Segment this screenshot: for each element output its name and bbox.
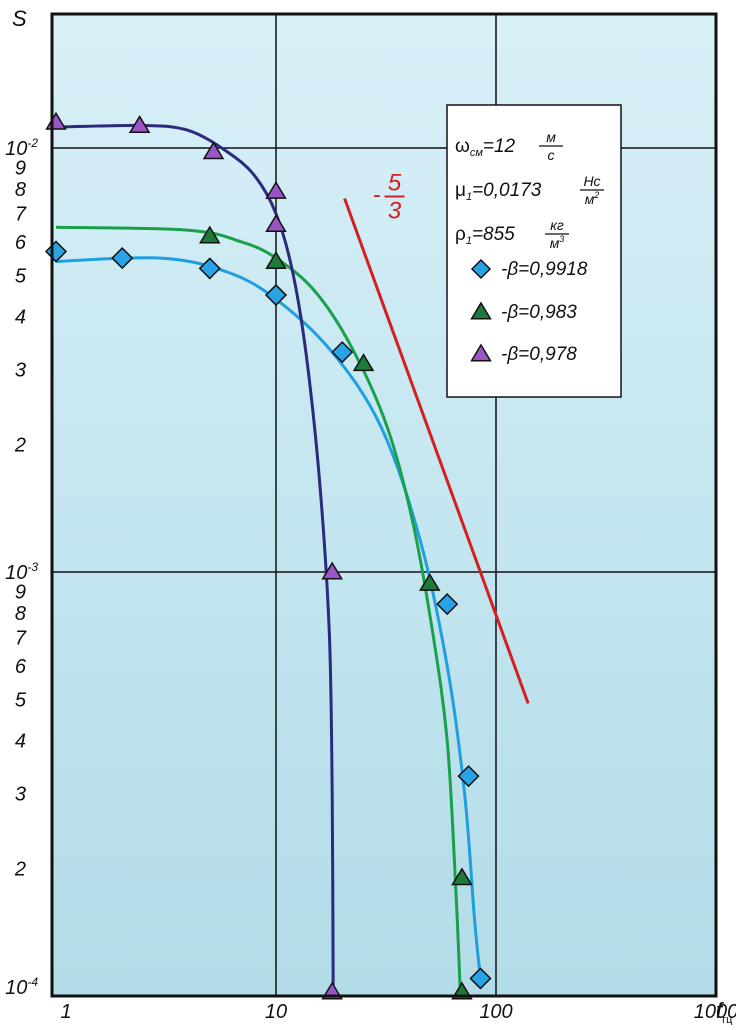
y-tick-label: 8 <box>15 179 26 201</box>
y-tick-label: 10-3 <box>5 560 38 584</box>
y-tick-label: 6 <box>15 656 27 678</box>
legend-frac-den-sup: 3 <box>559 234 564 244</box>
y-axis-name: S <box>12 6 27 31</box>
data-point-series-2 <box>198 225 221 244</box>
y-tick-label: 2 <box>14 434 26 456</box>
legend-param: μ1=0,0173 <box>455 180 542 203</box>
y-tick-label: 3 <box>15 784 26 806</box>
reference-numerator: 5 <box>388 170 402 197</box>
data-point-series-3 <box>202 141 225 160</box>
data-point-series-1 <box>436 593 459 616</box>
y-tick-label: 4 <box>15 731 26 753</box>
data-point-series-1 <box>111 247 134 270</box>
data-point-series-1 <box>457 765 480 788</box>
x-tick-label: 10 <box>265 1001 287 1023</box>
legend-series-label: -β=0,978 <box>501 344 577 365</box>
series-curve-2 <box>55 225 462 996</box>
legend-param-symbol: μ <box>455 180 466 201</box>
legend-param-sub: см <box>470 147 484 159</box>
legend-frac-den: с <box>548 147 555 163</box>
legend-series-label: -β=0,9918 <box>501 259 588 280</box>
data-point-series-3 <box>265 180 287 199</box>
legend-param-value: =855 <box>472 224 515 245</box>
y-tick-label: 9 <box>15 157 26 179</box>
y-tick-label: 10-2 <box>5 136 38 160</box>
reference-sign: - <box>373 182 381 209</box>
data-point-series-3 <box>265 214 287 233</box>
x-tick-label: 1 <box>60 1001 71 1023</box>
data-point-series-1 <box>198 257 221 280</box>
legend-param-symbol: ω <box>455 136 470 157</box>
data-point-series-2 <box>451 867 473 886</box>
y-tick-label: 8 <box>15 603 26 625</box>
legend-marker-2 <box>470 301 492 320</box>
legend-marker-3 <box>470 343 492 362</box>
data-point-series-3 <box>128 115 151 133</box>
x-tick-labels: 1 10 100 1000 <box>60 1001 736 1023</box>
legend-param-symbol: ρ <box>455 224 466 245</box>
y-tick-label: 7 <box>15 628 27 650</box>
y-tick-exponent: -2 <box>27 136 38 150</box>
legend-param-sub: 1 <box>466 235 472 247</box>
y-tick-label: 9 <box>15 581 26 603</box>
y-tick-label: 6 <box>15 232 27 254</box>
data-point-series-2 <box>352 353 375 372</box>
legend-box <box>446 104 622 398</box>
legend-param: ωсм=12 <box>455 136 516 159</box>
x-tick-label: 100 <box>479 1001 512 1023</box>
data-point-series-2 <box>265 251 287 269</box>
data-markers <box>44 111 492 1000</box>
legend-frac-den-sup: 2 <box>593 190 599 200</box>
legend-marker-1 <box>470 258 492 280</box>
legend-param-sub: 1 <box>466 191 472 203</box>
data-point-series-3 <box>321 561 343 580</box>
x-tick-label: 1000 <box>694 1001 736 1023</box>
reference-slope: -53 <box>343 170 530 704</box>
plot-frame <box>50 12 718 998</box>
data-point-series-1 <box>264 283 288 307</box>
legend-param: ρ1=855 <box>455 224 515 247</box>
data-point-series-1 <box>331 341 354 364</box>
y-tick-label: 2 <box>14 858 26 880</box>
legend-series-label: -β=0,983 <box>501 302 577 323</box>
data-point-series-1 <box>469 967 492 990</box>
legend-frac-num: м <box>546 129 556 145</box>
y-tick-exponent: -4 <box>27 975 38 989</box>
x-axis-name-sub: гц <box>722 1014 733 1025</box>
reference-line <box>343 198 530 704</box>
legend-param-value: =0,0173 <box>472 180 542 201</box>
reference-denominator: 3 <box>388 198 402 225</box>
y-tick-label: 5 <box>15 266 27 288</box>
y-tick-label: 5 <box>15 690 27 712</box>
y-tick-label: 10-4 <box>5 975 38 999</box>
y-tick-label: 7 <box>15 204 27 226</box>
y-tick-exponent: -3 <box>27 560 38 574</box>
series-curve-3 <box>55 123 335 996</box>
y-tick-label: 3 <box>15 360 26 382</box>
data-point-series-2 <box>418 572 441 591</box>
y-tick-label: 4 <box>15 307 26 329</box>
legend-frac-num: кг <box>550 217 564 233</box>
legend-frac-num: Нс <box>583 173 600 189</box>
legend-param-value: =12 <box>483 136 516 157</box>
